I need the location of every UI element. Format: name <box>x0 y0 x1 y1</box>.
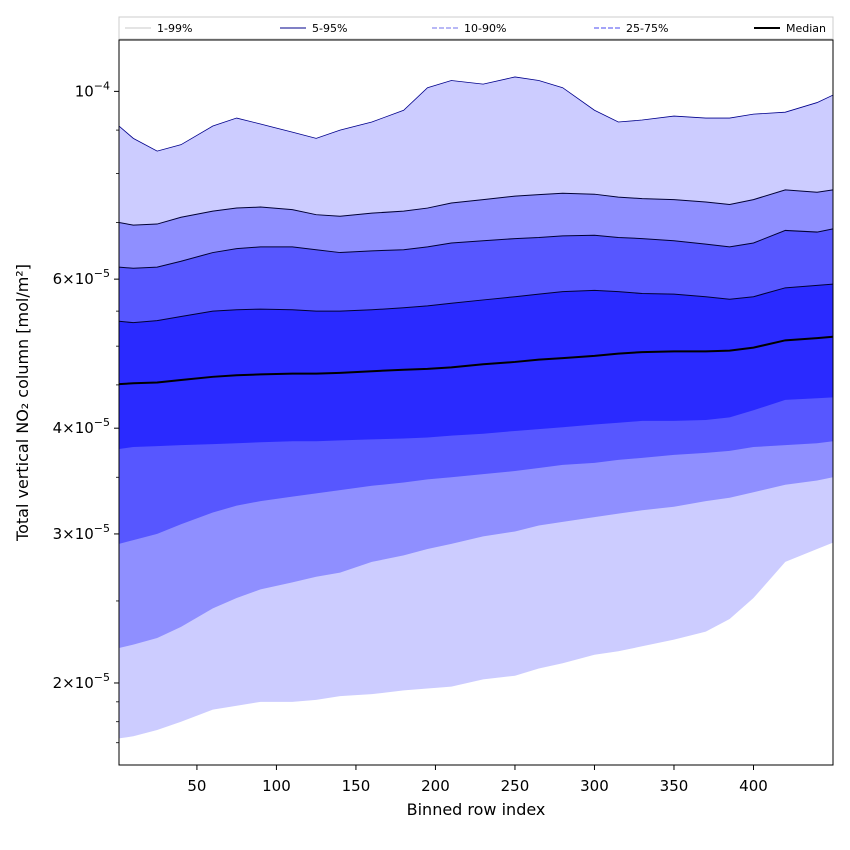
legend-label: Median <box>786 22 826 35</box>
line-90pct <box>119 228 833 269</box>
x-tick-label: 50 <box>187 777 206 795</box>
x-tick-label: 150 <box>342 777 371 795</box>
legend: 1-99% 5-95% 10-90% 25-75% Median <box>118 16 834 40</box>
x-tick-label: 350 <box>660 777 689 795</box>
x-tick-label: 200 <box>421 777 450 795</box>
legend-box <box>118 16 834 40</box>
y-axis: 2×10−5 3×10−5 4×10−5 6×10−5 10−4 <box>53 79 119 744</box>
legend-label: 5-95% <box>312 22 347 35</box>
x-tick-label: 100 <box>262 777 291 795</box>
line-95pct <box>119 189 833 226</box>
y-axis-label: Total vertical NO₂ column [mol/m²] <box>13 264 32 542</box>
line-75pct <box>119 283 833 324</box>
y-tick-label: 10−4 <box>75 79 110 100</box>
legend-label: 25-75% <box>626 22 668 35</box>
x-axis: 50 100 150 200 250 300 350 400 <box>187 765 768 795</box>
plot-area <box>118 39 834 766</box>
legend-label: 10-90% <box>464 22 506 35</box>
band-25-75% <box>119 284 833 449</box>
line-99pct <box>119 76 833 152</box>
y-tick-label: 3×10−5 <box>53 522 110 543</box>
plot-content <box>119 76 833 739</box>
plot-frame <box>118 39 834 766</box>
x-tick-label: 400 <box>739 777 768 795</box>
y-tick-label: 4×10−5 <box>53 416 110 437</box>
y-tick-label: 2×10−5 <box>53 671 110 692</box>
x-tick-label: 300 <box>580 777 609 795</box>
x-tick-label: 250 <box>501 777 530 795</box>
legend-label: 1-99% <box>157 22 192 35</box>
median-line <box>119 335 833 386</box>
x-axis-label: Binned row index <box>407 800 546 819</box>
y-tick-label: 6×10−5 <box>53 267 110 288</box>
